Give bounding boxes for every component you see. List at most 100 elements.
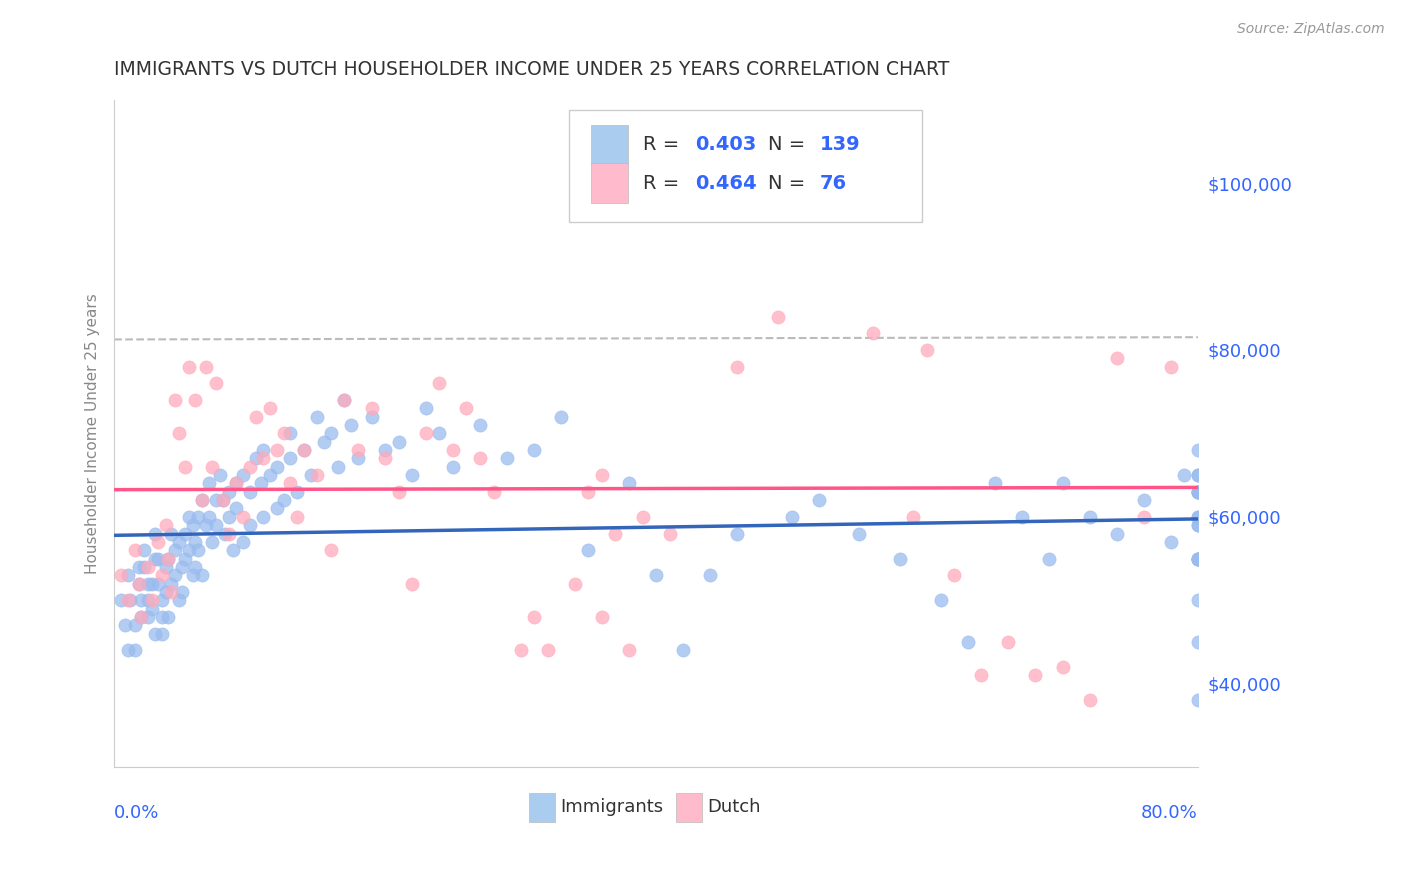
Point <box>314 434 336 449</box>
Point <box>129 593 152 607</box>
Point <box>889 551 911 566</box>
Point <box>195 518 218 533</box>
FancyBboxPatch shape <box>591 163 628 202</box>
Text: R =: R = <box>643 174 686 193</box>
Point <box>427 426 450 441</box>
Point <box>1105 351 1128 366</box>
Point <box>401 576 423 591</box>
Point <box>299 468 322 483</box>
Point <box>110 593 132 607</box>
Point <box>862 326 884 341</box>
Point <box>672 643 695 657</box>
Point <box>725 359 748 374</box>
Point <box>576 484 599 499</box>
Point <box>266 459 288 474</box>
Point <box>1187 484 1209 499</box>
FancyBboxPatch shape <box>569 110 921 222</box>
Point <box>177 359 200 374</box>
Point <box>184 560 207 574</box>
Point <box>120 593 142 607</box>
Point <box>198 509 221 524</box>
Point <box>1187 551 1209 566</box>
Point <box>167 534 190 549</box>
Point <box>187 543 209 558</box>
Point <box>141 601 163 615</box>
Point <box>686 134 709 148</box>
Point <box>1187 509 1209 524</box>
Point <box>129 610 152 624</box>
Point <box>1160 359 1182 374</box>
Point <box>1187 484 1209 499</box>
Point <box>1187 518 1209 533</box>
Point <box>117 643 139 657</box>
Point <box>523 610 546 624</box>
Point <box>124 643 146 657</box>
Point <box>468 417 491 432</box>
Point <box>187 509 209 524</box>
Point <box>456 401 478 416</box>
Point <box>146 551 169 566</box>
Point <box>319 543 342 558</box>
Point <box>285 484 308 499</box>
Point <box>128 576 150 591</box>
Point <box>1024 668 1046 682</box>
Point <box>956 635 979 649</box>
Text: Dutch: Dutch <box>707 798 761 816</box>
Point <box>725 526 748 541</box>
Point <box>165 543 187 558</box>
Point <box>157 551 180 566</box>
Point <box>1187 551 1209 566</box>
Point <box>132 543 155 558</box>
Point <box>1187 468 1209 483</box>
Point <box>943 568 966 582</box>
Point <box>1187 484 1209 499</box>
Point <box>537 643 560 657</box>
Point <box>1133 509 1156 524</box>
Text: 76: 76 <box>820 174 846 193</box>
Text: N =: N = <box>768 135 811 153</box>
Point <box>191 493 214 508</box>
Point <box>333 392 356 407</box>
Point <box>146 576 169 591</box>
Point <box>181 518 204 533</box>
Point <box>374 451 396 466</box>
Point <box>1105 526 1128 541</box>
Point <box>160 526 183 541</box>
Point <box>136 610 159 624</box>
Point <box>214 526 236 541</box>
Point <box>1187 551 1209 566</box>
Point <box>1052 476 1074 491</box>
Point <box>591 610 613 624</box>
Point <box>1187 443 1209 458</box>
Point <box>1038 551 1060 566</box>
Text: Source: ZipAtlas.com: Source: ZipAtlas.com <box>1237 22 1385 37</box>
Point <box>388 434 411 449</box>
Point <box>915 343 938 357</box>
Point <box>181 568 204 582</box>
Point <box>605 526 627 541</box>
Point <box>1160 534 1182 549</box>
Point <box>319 426 342 441</box>
Point <box>201 459 224 474</box>
FancyBboxPatch shape <box>676 792 702 822</box>
Point <box>266 443 288 458</box>
Point <box>195 359 218 374</box>
Point <box>307 409 329 424</box>
Point <box>136 576 159 591</box>
Point <box>150 610 173 624</box>
Point <box>441 443 464 458</box>
Point <box>1187 551 1209 566</box>
Point <box>252 451 274 466</box>
Point <box>326 459 349 474</box>
Point <box>191 568 214 582</box>
Point <box>259 468 281 483</box>
Point <box>232 534 254 549</box>
Point <box>117 593 139 607</box>
Point <box>141 576 163 591</box>
Point <box>245 451 267 466</box>
Text: 0.0%: 0.0% <box>114 804 159 822</box>
Point <box>155 560 177 574</box>
Point <box>292 443 315 458</box>
Point <box>170 585 193 599</box>
Point <box>427 376 450 391</box>
